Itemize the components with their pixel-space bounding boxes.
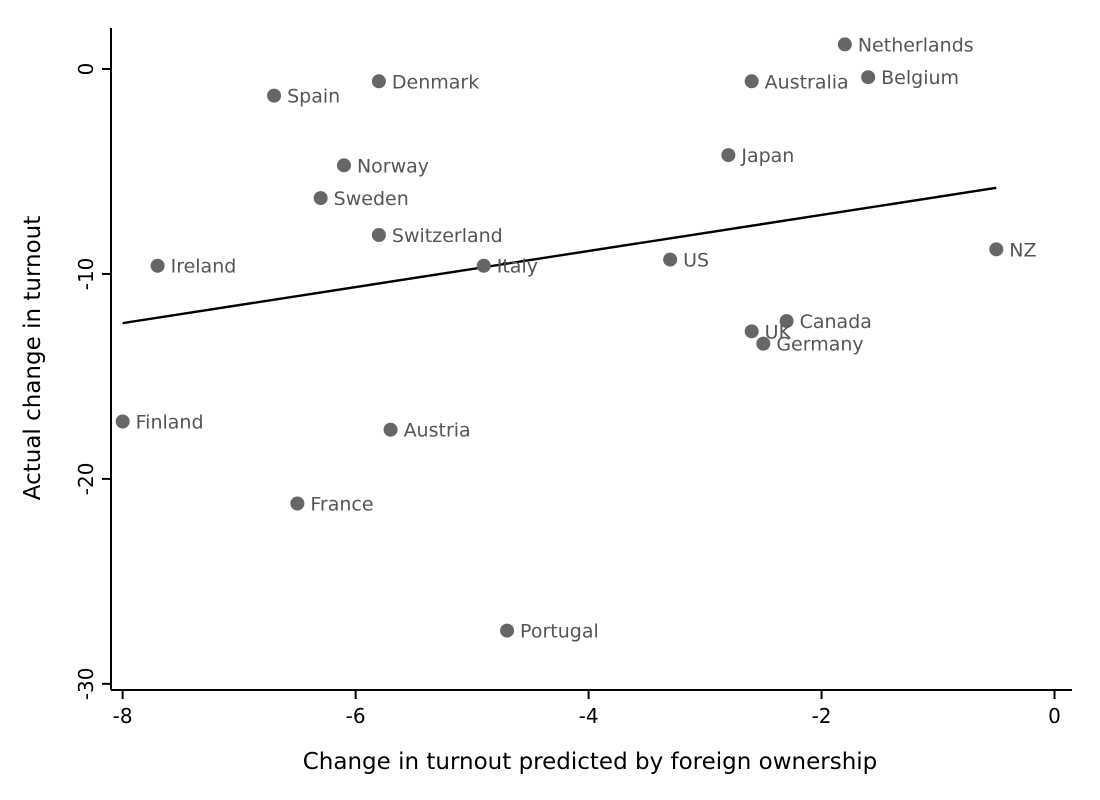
point-label: NZ [1009, 239, 1036, 261]
data-point [313, 191, 328, 206]
data-point [267, 88, 282, 103]
data-point [371, 74, 386, 89]
data-point [663, 252, 678, 267]
y-axis-title: Actual change in turnout [20, 216, 46, 501]
point-label: Austria [404, 420, 471, 442]
y-tick-label: -30 [74, 668, 98, 701]
data-point [744, 324, 759, 339]
point-label: Denmark [392, 71, 479, 93]
point-label: Switzerland [392, 225, 503, 247]
point-label: Australia [765, 71, 849, 93]
y-tick-label: -20 [74, 463, 98, 496]
data-point [150, 258, 165, 273]
data-point [721, 148, 736, 163]
data-point [861, 70, 876, 85]
point-label: Japan [740, 145, 794, 167]
data-point [779, 314, 794, 329]
data-point [290, 496, 305, 511]
x-tick-label: -6 [346, 704, 366, 728]
point-label: France [310, 493, 373, 515]
x-tick-label: -8 [113, 704, 133, 728]
point-label: Finland [136, 412, 204, 434]
points-group: Netherlands Belgium Denmark Australia Spain J… [115, 34, 1037, 643]
data-point [336, 158, 351, 173]
fit-line-group [122, 186, 997, 325]
point-label: Portugal [520, 621, 599, 643]
axes: -8 -6 -4 -2 00-10-20-30 [74, 28, 1072, 728]
fit-line [122, 186, 997, 325]
data-point [476, 258, 491, 273]
x-tick-label: -4 [579, 704, 599, 728]
point-label: Belgium [881, 67, 959, 89]
point-label: US [683, 250, 709, 272]
data-point [744, 74, 759, 89]
data-point [115, 414, 130, 429]
x-tick-label: -2 [812, 704, 832, 728]
data-point [837, 37, 852, 52]
x-axis-title: Change in turnout predicted by foreign o… [303, 749, 878, 775]
data-point [989, 242, 1004, 257]
point-label: Italy [497, 256, 538, 278]
point-label: Norway [357, 155, 429, 177]
y-tick-label: 0 [74, 63, 98, 76]
point-label: Sweden [334, 188, 409, 210]
point-label: Spain [287, 86, 340, 108]
x-tick-label: 0 [1048, 704, 1061, 728]
y-tick-label: -10 [74, 258, 98, 291]
point-label: Ireland [171, 256, 237, 278]
data-point [371, 228, 386, 243]
point-label: Netherlands [858, 34, 974, 56]
data-point [500, 623, 515, 638]
data-point [383, 422, 398, 437]
point-label: UK [765, 321, 792, 343]
point-label: Germany [776, 334, 863, 356]
data-point [756, 336, 771, 351]
point-label: Canada [800, 311, 872, 333]
